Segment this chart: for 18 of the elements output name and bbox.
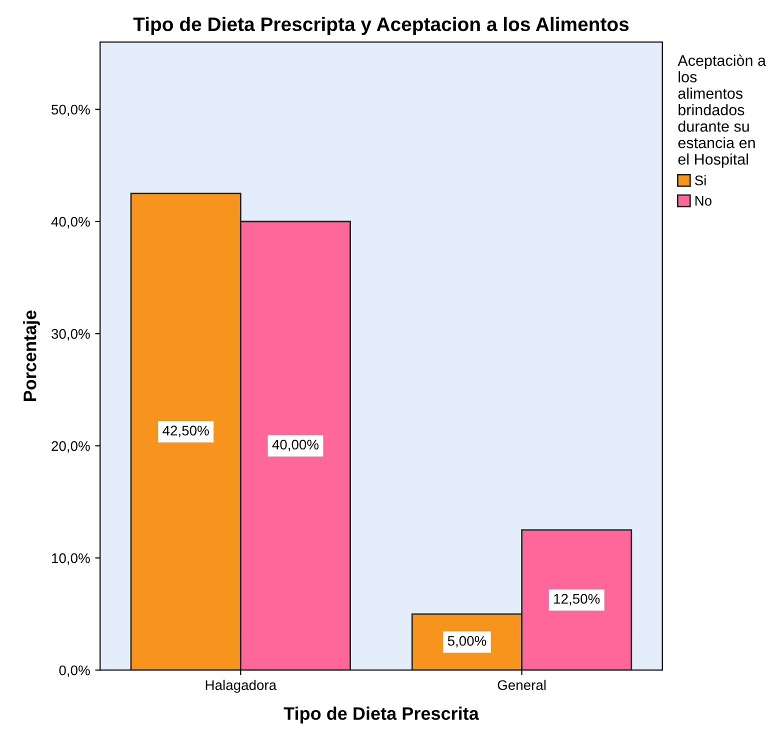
y-tick-label: 20,0% — [52, 441, 90, 453]
data-label: 40,00% — [272, 440, 319, 452]
y-tick-label: 0,0% — [59, 665, 90, 677]
chart-title: Tipo de Dieta Prescripta y Aceptacion a los Alimentos — [133, 16, 629, 35]
data-label: 12,50% — [554, 594, 600, 606]
y-tick-label: 50,0% — [52, 104, 90, 116]
y-tick-label: 30,0% — [52, 328, 90, 340]
x-tick-label: Halagadora — [206, 680, 277, 693]
x-axis-title: Tipo de Dieta Prescrita — [284, 706, 480, 724]
legend-label: No — [695, 196, 712, 206]
legend-label: Si — [694, 175, 706, 186]
y-axis-title: Porcentaje — [23, 310, 40, 402]
y-tick-label: 40,0% — [51, 216, 90, 228]
x-tick-label: General — [498, 680, 546, 690]
data-label: 5,00% — [448, 636, 486, 648]
legend-title: Aceptaciòn a los alimentos brindados durante su estancia en el Hospital — [678, 54, 766, 168]
y-tick-label: 10,0% — [52, 553, 90, 565]
data-label: 42,50% — [162, 426, 209, 438]
